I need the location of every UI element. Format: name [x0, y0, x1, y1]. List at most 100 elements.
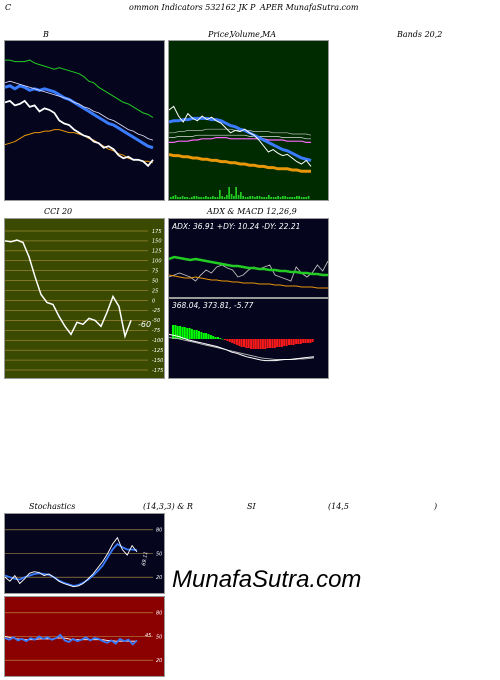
- volume-bar: [228, 187, 230, 199]
- volume-bar: [207, 197, 209, 199]
- cci-tick-label: -75: [152, 328, 160, 334]
- volume-bar: [240, 192, 242, 199]
- rsi-chart: 80 50 20 45: [5, 611, 162, 664]
- bollinger-chart: [5, 59, 154, 168]
- stoch-k-line: [5, 536, 138, 588]
- stoch-tick-label: 20: [156, 575, 162, 581]
- volume-bar: [209, 197, 212, 199]
- cci-panel: 175 150 125 100 75 50 25 0 -25 -50 -75 -100 -125 -150…: [4, 218, 165, 379]
- macd-histogram-bar: [238, 339, 241, 346]
- macd-values-label: 368.04, 373.81, -5.77: [172, 301, 254, 310]
- macd-histogram-bar: [217, 337, 219, 339]
- volume-bar: [268, 195, 270, 199]
- macd-histogram-bar: [205, 333, 208, 339]
- adx-values-label: ADX: 36.91 +DY: 10.24 -DY: 22.21: [171, 222, 300, 231]
- macd-histogram-bar: [214, 337, 217, 339]
- cci-tick-label: 150: [152, 239, 162, 245]
- cci-tick-label: -125: [152, 348, 163, 354]
- volume-bar: [235, 187, 237, 199]
- rsi-tick-label: 20: [156, 658, 162, 664]
- macd-histogram-bar: [176, 326, 179, 339]
- volume-bar: [242, 196, 244, 199]
- macd-histogram-bar: [209, 335, 212, 339]
- macd-histogram-bar: [195, 330, 198, 339]
- volume-bar: [300, 197, 303, 199]
- volume-bar: [214, 197, 216, 199]
- macd-histogram-bar: [299, 339, 302, 344]
- volume-bar: [247, 197, 249, 199]
- volume-bar: [179, 197, 181, 199]
- volume-bar: [219, 190, 221, 199]
- stoch-tick-label: 50: [156, 551, 162, 557]
- macd-histogram-bar: [193, 330, 196, 339]
- rsi-line: [5, 633, 138, 646]
- rsi-panel: 80 50 20 45: [4, 596, 165, 677]
- macd-histogram-bar: [292, 339, 295, 345]
- bollinger-upper-band-line: [5, 59, 154, 118]
- macd-histogram-bar: [198, 331, 200, 339]
- macd-histogram-bar: [200, 332, 203, 339]
- macd-histogram-bar: [224, 339, 227, 340]
- volume-bar: [237, 195, 240, 199]
- macd-histogram-bar: [250, 339, 253, 349]
- macd-histogram-bar: [297, 339, 300, 344]
- volume-bar: [291, 197, 293, 199]
- cci-line: [5, 239, 132, 339]
- volume-bar: [188, 198, 191, 199]
- bollinger-mid-band-line: [5, 84, 154, 150]
- volume-bar: [198, 197, 200, 199]
- title-rsi-close: ): [434, 502, 438, 511]
- volume-bar: [191, 197, 193, 199]
- macd-histogram-bar: [309, 339, 312, 343]
- macd-histogram-bar: [285, 339, 288, 346]
- stochastics-panel: 80 50 20 69.11: [4, 513, 165, 594]
- volume-bar: [174, 195, 177, 199]
- volume-bar: [277, 196, 279, 199]
- title-stochastics: Stochastics: [29, 502, 76, 511]
- title-ma: MA: [262, 30, 276, 39]
- macd-histogram-bar: [290, 339, 293, 345]
- rsi-value-label: 45: [145, 633, 151, 639]
- volume-bar: [296, 196, 298, 199]
- macd-histogram-bar: [172, 325, 174, 339]
- macd-histogram-bar: [183, 327, 186, 339]
- cci-chart: 175 150 125 100 75 50 25 0 -25 -50 -75 -100 -125 -150…: [5, 229, 163, 374]
- cci-tick-label: 75: [152, 269, 158, 275]
- volume-bar: [230, 194, 233, 199]
- macd-histogram-bar: [259, 339, 262, 349]
- volume-bar: [254, 197, 256, 199]
- macd-histogram-bar: [181, 327, 184, 339]
- macd-histogram-bar: [190, 329, 193, 339]
- macd-histogram-bar: [252, 339, 255, 349]
- macd-histogram-bar: [304, 339, 307, 343]
- macd-histogram-bar: [276, 339, 279, 347]
- macd-histogram-bar: [221, 339, 224, 340]
- price-ma-mid-line: [169, 136, 311, 144]
- macd-histogram-bar: [269, 339, 271, 348]
- volume-bar: [202, 197, 205, 199]
- macd-histogram-bar: [202, 333, 205, 339]
- volume-bar: [212, 196, 214, 199]
- adx-panel: ADX: 36.91 +DY: 10.24 -DY: 22.21: [168, 218, 329, 298]
- adx-chart: ADX: 36.91 +DY: 10.24 -DY: 22.21: [169, 222, 328, 289]
- macd-histogram-bar: [257, 339, 260, 349]
- bollinger-lower-band-line: [5, 129, 154, 164]
- volume-bar: [226, 195, 228, 199]
- cci-tick-label: -175: [152, 368, 163, 374]
- cci-tick-label: 100: [152, 259, 162, 265]
- watermark-text: MunafaSutra.com: [172, 566, 362, 593]
- cci-tick-label: 175: [152, 229, 162, 235]
- volume-bar: [272, 197, 275, 199]
- cci-tick-label: -50: [152, 318, 160, 324]
- price-line: [169, 105, 312, 167]
- macd-histogram-bar: [278, 339, 281, 347]
- volume-bar: [282, 196, 284, 199]
- rsi-tick-label: 80: [156, 611, 162, 617]
- cci-tick-label: 50: [152, 278, 158, 284]
- macd-histogram-bar: [212, 336, 215, 339]
- volume-bar: [307, 196, 310, 199]
- cci-tick-label: -100: [152, 338, 163, 344]
- price-ma-panel: [168, 40, 329, 201]
- header-site-text: APER MunafaSutra.com: [260, 3, 359, 12]
- volume-bar: [293, 197, 296, 199]
